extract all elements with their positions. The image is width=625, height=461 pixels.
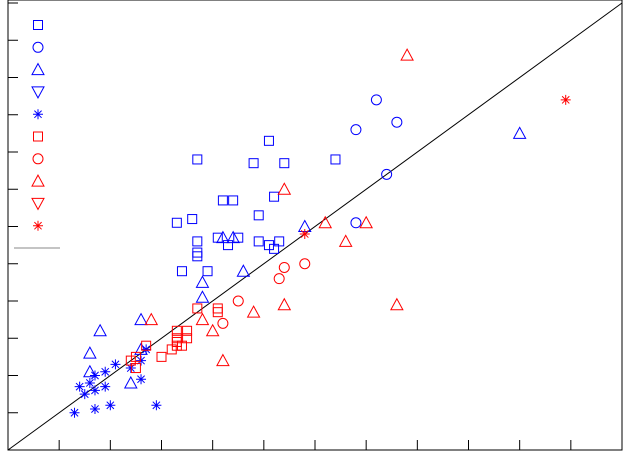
legend-marker <box>31 86 45 99</box>
point <box>84 377 95 388</box>
point <box>136 355 147 366</box>
point <box>350 124 362 136</box>
point <box>512 126 527 139</box>
point <box>144 312 159 326</box>
legend-marker <box>32 41 44 53</box>
point <box>192 236 203 247</box>
point <box>391 116 403 128</box>
point <box>246 305 261 318</box>
point <box>253 210 264 221</box>
point <box>278 261 290 273</box>
point <box>93 323 107 337</box>
legend-marker <box>31 174 45 187</box>
point <box>136 374 147 385</box>
point <box>226 230 240 244</box>
point <box>400 48 414 61</box>
point <box>560 94 571 105</box>
point <box>338 234 353 247</box>
point <box>176 340 187 351</box>
point <box>171 336 182 347</box>
point <box>195 275 210 288</box>
point <box>370 94 382 106</box>
point <box>212 303 223 314</box>
point <box>89 404 100 415</box>
point <box>176 266 187 277</box>
point <box>156 351 167 362</box>
point <box>236 264 251 277</box>
point <box>192 247 203 258</box>
point <box>216 230 230 244</box>
point <box>299 228 310 239</box>
point <box>125 363 136 374</box>
legend-marker <box>31 197 45 211</box>
point <box>100 381 111 392</box>
point <box>123 375 138 389</box>
point <box>141 344 152 355</box>
point <box>274 236 285 247</box>
point <box>277 297 292 311</box>
point <box>350 217 362 229</box>
point <box>277 182 292 195</box>
point <box>279 158 290 169</box>
legend-marker <box>31 62 45 76</box>
point <box>263 135 274 146</box>
legend-marker <box>33 109 43 120</box>
point <box>318 215 333 229</box>
legend-marker <box>32 153 44 165</box>
point <box>125 355 136 366</box>
legend-marker <box>33 131 43 142</box>
point <box>217 195 228 206</box>
point <box>192 251 203 262</box>
point <box>79 389 90 400</box>
point <box>273 273 285 285</box>
point <box>69 407 80 418</box>
point <box>171 325 182 336</box>
point <box>216 353 230 367</box>
point <box>192 303 203 314</box>
point <box>330 154 341 165</box>
point <box>74 381 85 392</box>
point <box>248 158 259 169</box>
point <box>105 400 116 411</box>
point <box>228 195 239 206</box>
reference-line <box>7 2 623 451</box>
point <box>192 154 203 165</box>
point <box>83 364 97 378</box>
point <box>141 340 152 351</box>
point <box>217 317 229 329</box>
point <box>182 333 193 344</box>
legend-marker <box>33 20 43 30</box>
point <box>110 359 121 370</box>
point <box>253 236 264 247</box>
point <box>89 385 100 396</box>
point <box>299 258 311 270</box>
point <box>263 240 274 251</box>
point <box>195 290 210 303</box>
point <box>359 215 374 229</box>
point <box>182 325 193 336</box>
point <box>232 295 244 307</box>
point <box>202 266 213 277</box>
point <box>166 344 177 355</box>
point <box>269 191 280 202</box>
point <box>83 346 97 359</box>
legend-marker <box>33 220 43 231</box>
point <box>187 214 198 225</box>
point <box>151 400 162 411</box>
point <box>171 217 182 228</box>
point <box>205 323 220 337</box>
point <box>134 312 148 326</box>
point <box>269 243 280 254</box>
point <box>381 168 393 180</box>
point <box>212 307 223 318</box>
point <box>195 312 210 326</box>
point <box>130 351 141 362</box>
point <box>100 366 111 377</box>
point <box>89 370 100 381</box>
point <box>390 297 404 311</box>
point <box>130 363 141 374</box>
